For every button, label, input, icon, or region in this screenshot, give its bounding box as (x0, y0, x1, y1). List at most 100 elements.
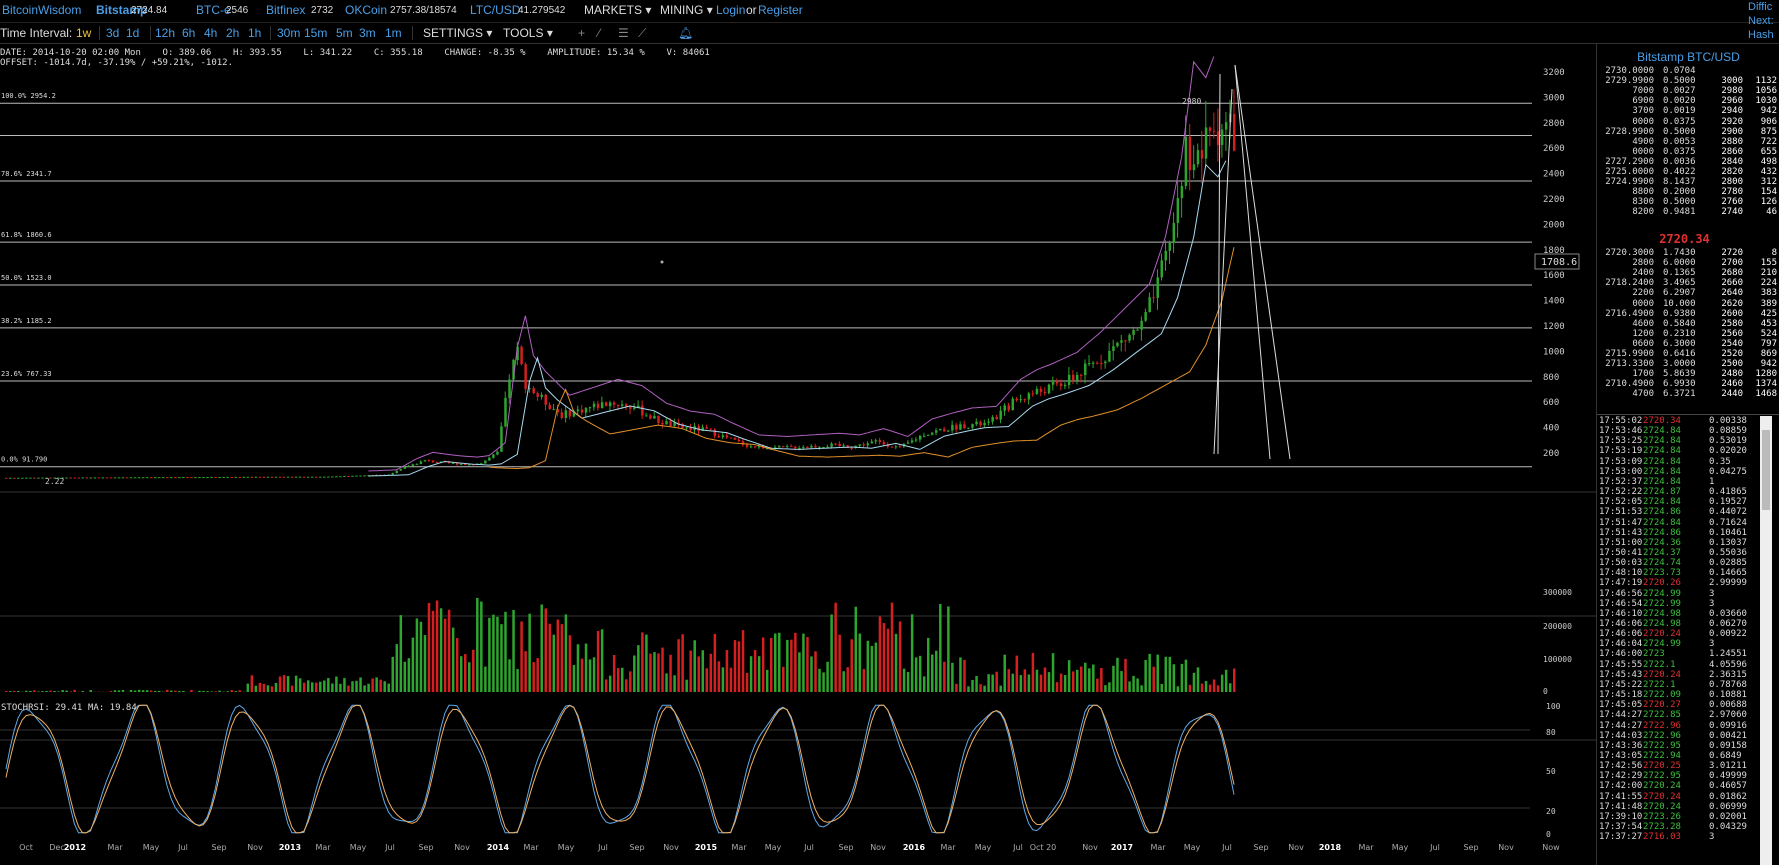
login-link[interactable]: Login (716, 3, 746, 17)
bid-row[interactable]: 2710.4900 6.9930 2460 1374 (1597, 379, 1777, 389)
bell-icon[interactable]: 🔔︎ (678, 26, 694, 40)
ask-row[interactable]: 0000 0.0375 2920 906 (1597, 117, 1777, 127)
volume-bar (435, 600, 439, 692)
bid-row[interactable]: 2400 0.1365 2680 210 (1597, 268, 1777, 279)
bid-row[interactable]: 0000 10.000 2620 389 (1597, 299, 1777, 309)
interval-6h[interactable]: 6h (182, 26, 196, 40)
bid-row[interactable]: 2718.2400 3.4965 2660 224 (1597, 278, 1777, 288)
settings-menu[interactable]: SETTINGS ▾ (423, 26, 493, 40)
ask-row[interactable]: 8300 0.5000 2760 126 (1597, 197, 1777, 207)
candle-body (29, 477, 32, 479)
fibonacci-icon[interactable]: ☰ (618, 26, 629, 40)
ask-row[interactable]: 2725.0000 0.4022 2820 432 (1597, 167, 1777, 177)
exchange-link-btc-e[interactable]: BTC-e (196, 3, 231, 17)
trades-scrollbar[interactable] (1760, 416, 1772, 865)
line-icon[interactable]: ⁄ (598, 26, 601, 40)
volume-bar (1104, 685, 1107, 692)
trade-price: 2722.1 (1643, 659, 1676, 670)
register-link[interactable]: Register (758, 3, 803, 17)
candle-body (1079, 374, 1083, 376)
ask-row[interactable]: 0000 0.0375 2860 655 (1597, 147, 1777, 157)
ask-row[interactable]: 2727.2900 0.0036 2840 498 (1597, 157, 1777, 167)
candle-body (141, 477, 145, 479)
candle-body (935, 430, 938, 433)
bid-row[interactable]: 4700 6.3721 2440 1468 (1597, 389, 1777, 399)
brand-logo[interactable]: BitcoinWisdom (2, 3, 82, 17)
bid-row[interactable]: 2200 6.2907 2640 383 (1597, 288, 1777, 298)
ask-row[interactable]: 2728.9900 0.5000 2900 875 (1597, 127, 1777, 137)
ask-row[interactable]: 4900 0.0053 2880 722 (1597, 137, 1777, 147)
volume-bar (838, 634, 841, 692)
exchange-link-ltc-usd[interactable]: LTC/USD (470, 3, 521, 17)
ask-row[interactable]: 2729.9900 0.5000 3000 1132 (1597, 76, 1777, 86)
orderbook-depth-price: 2680 (1721, 268, 1743, 279)
interval-1w[interactable]: 1w (76, 26, 92, 40)
volume-bar (1188, 684, 1192, 692)
volume-bar (955, 683, 958, 692)
bid-row[interactable]: 2720.3000 1.7430 2720 8 (1597, 248, 1777, 258)
bid-row[interactable]: 4600 0.5840 2580 453 (1597, 319, 1777, 329)
interval-4h[interactable]: 4h (204, 26, 218, 40)
trade-time: 17:47:19 (1599, 578, 1643, 589)
bid-row[interactable]: 1200 0.2310 2560 524 (1597, 329, 1777, 339)
trade-amount: 0.04329 (1709, 822, 1747, 832)
ask-row[interactable]: 7000 0.0027 2980 1056 (1597, 86, 1777, 97)
exchange-link-okcoin[interactable]: OKCoin (345, 3, 388, 17)
volume-bar (57, 691, 60, 692)
tools-menu[interactable]: TOOLS ▾ (503, 26, 553, 40)
interval-30m[interactable]: 30m (277, 26, 301, 40)
volume-bar (757, 656, 761, 692)
candle-body (1096, 362, 1099, 364)
trade-price: 2724.84 (1643, 517, 1681, 528)
orderbook-price: 2713.3300 (1605, 359, 1654, 370)
interval-3d[interactable]: 3d (106, 26, 120, 40)
interval-2h[interactable]: 2h (226, 26, 240, 40)
ask-row[interactable]: 3700 0.0019 2940 942 (1597, 106, 1777, 116)
bid-row[interactable]: 2713.3300 3.0000 2500 942 (1597, 359, 1777, 370)
volume-bar (608, 675, 612, 692)
time-axis-label: Jul (1429, 843, 1440, 852)
trade-price: 2724.84 (1643, 426, 1681, 437)
plus-icon[interactable]: + (578, 26, 586, 40)
bid-row[interactable]: 2715.9900 0.6416 2520 869 (1597, 349, 1777, 359)
trades-scrollbar-thumb[interactable] (1762, 430, 1770, 510)
orderbook-depth-price: 2780 (1721, 187, 1743, 198)
trade-time: 17:52:05 (1599, 497, 1643, 508)
volume-bar (1176, 686, 1180, 692)
ask-row[interactable]: 8200 0.9481 2740 46 (1597, 207, 1777, 217)
trade-time: 17:45:05 (1599, 700, 1643, 711)
bid-row[interactable]: 1700 5.8639 2480 1280 (1597, 369, 1777, 379)
bid-row[interactable]: 0600 6.3000 2540 797 (1597, 339, 1777, 349)
interval-12h[interactable]: 12h (155, 26, 176, 40)
ask-row[interactable]: 2724.9900 8.1437 2800 312 (1597, 177, 1777, 187)
ask-row[interactable]: 8800 0.2000 2780 154 (1597, 187, 1777, 198)
interval-15m[interactable]: 15m (304, 26, 328, 40)
exchange-link-bitfinex[interactable]: Bitfinex (266, 3, 306, 17)
ask-row[interactable]: 2730.0000 0.0704 (1597, 66, 1772, 76)
bid-row[interactable]: 2800 6.0000 2700 155 (1597, 258, 1777, 268)
bid-row[interactable]: 2716.4900 0.9380 2600 425 (1597, 309, 1777, 319)
volume-bar (206, 691, 209, 692)
mining-menu[interactable]: MINING ▾ (660, 3, 713, 17)
candle-body (520, 346, 523, 365)
orderbook-depth-price: 2720 (1721, 248, 1743, 258)
candle-body (226, 476, 229, 478)
interval-1h[interactable]: 1h (248, 26, 262, 40)
volume-bar (943, 661, 946, 692)
fan-icon[interactable]: ⟋ (638, 26, 647, 40)
orderbook-price: 7000 (1632, 86, 1654, 97)
ask-row[interactable]: 6900 0.0020 2960 1030 (1597, 96, 1777, 106)
trade-row: 17:41:55 2720.24 0.01862 (1597, 792, 1762, 802)
price-chart[interactable]: 3200300028002600240022002000180016001400… (0, 44, 1596, 865)
trade-row: 17:45:55 2722.1 4.05596 (1597, 660, 1762, 670)
interval-3m[interactable]: 3m (359, 26, 376, 40)
volume-bar (616, 668, 620, 692)
trade-price: 2724.98 (1643, 619, 1681, 629)
interval-5m[interactable]: 5m (336, 26, 353, 40)
exchange-link-bitstamp[interactable]: Bitstamp (96, 3, 148, 17)
interval-1m[interactable]: 1m (385, 26, 402, 40)
markets-menu[interactable]: MARKETS ▾ (584, 3, 652, 17)
trade-amount: 0.02020 (1709, 446, 1747, 457)
interval-1d[interactable]: 1d (126, 26, 140, 40)
time-axis-label: Dec (49, 843, 64, 852)
